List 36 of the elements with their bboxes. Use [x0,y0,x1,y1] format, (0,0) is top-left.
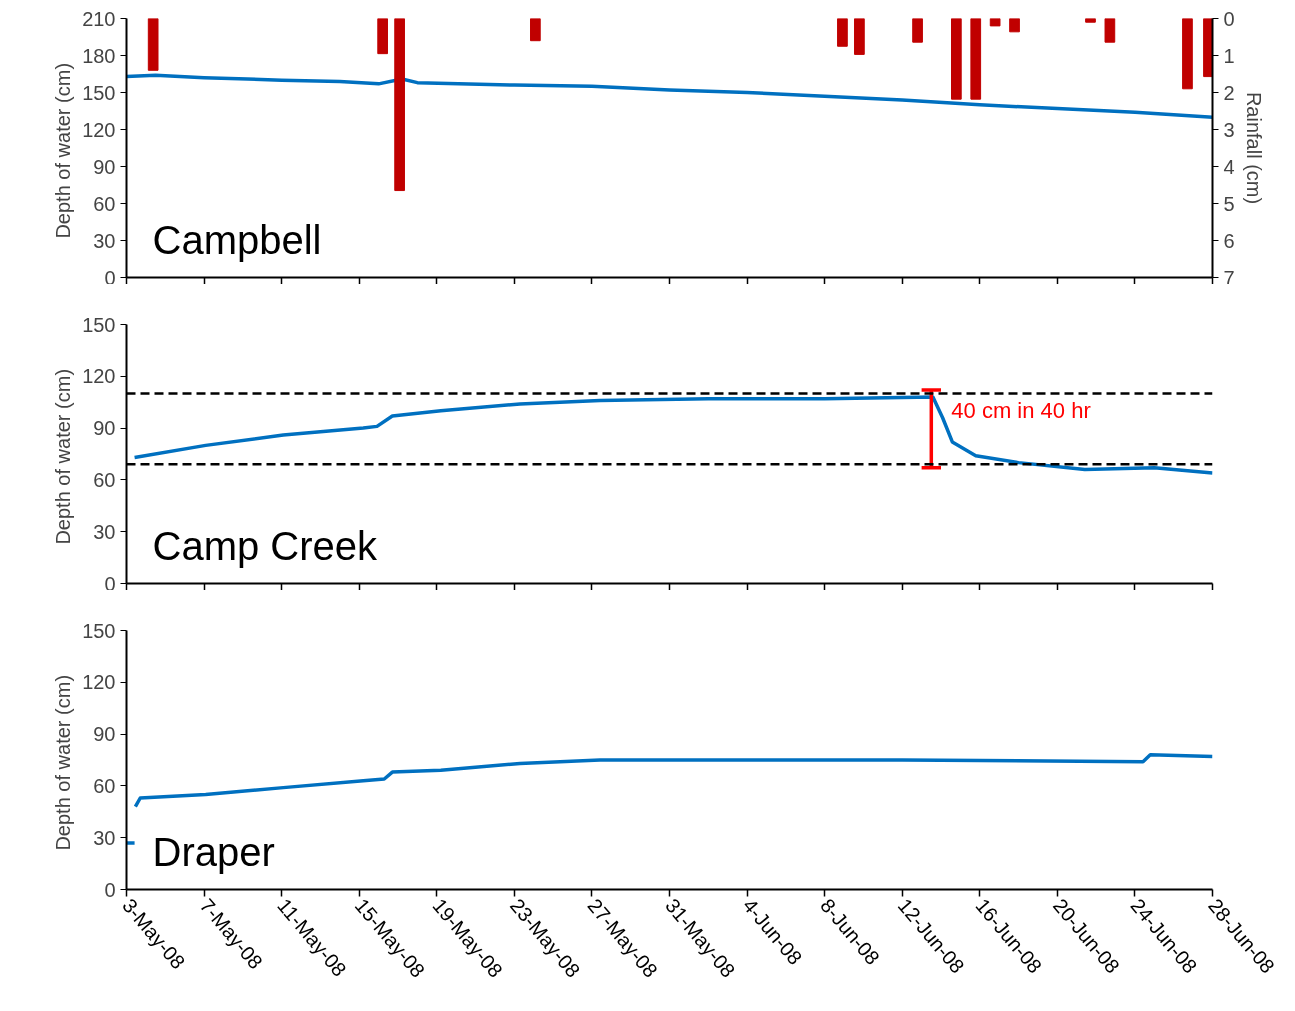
y-tick-label: 120 [82,365,116,388]
y-tick-label: 150 [82,619,116,642]
y-tick-label: 30 [93,520,116,543]
y-tick-label: 30 [93,826,116,849]
y-tick-label: 180 [82,44,116,67]
y-tick-label: 90 [93,417,116,440]
y2-tick-label: 1 [1223,44,1235,67]
text: Campbell [152,217,322,262]
y2-tick-label: 3 [1223,118,1235,141]
y-axis-title: Depth of water (cm) [52,368,75,545]
y-tick-label: 150 [82,313,116,336]
y2-axis-title: Rainfall (cm) [1242,91,1265,205]
y-tick-label: 0 [104,266,116,289]
y-tick-label: 90 [93,723,116,746]
text: Draper [152,829,275,874]
y2-tick-label: 0 [1223,7,1235,30]
y-tick-label: 60 [93,774,116,797]
annotation: 40 cm in 40 hr [951,398,1091,424]
y-tick-label: 0 [104,878,116,901]
y-axis-title: Depth of water (cm) [52,62,75,239]
y2-tick-label: 5 [1223,192,1235,215]
y2-tick-label: 4 [1223,155,1235,178]
y-tick-label: 60 [93,468,116,491]
y-axis-title: Depth of water (cm) [52,674,75,851]
y2-tick-label: 7 [1223,266,1235,289]
y-tick-label: 60 [93,192,116,215]
y-tick-label: 90 [93,155,116,178]
y-tick-label: 120 [82,671,116,694]
y-tick-label: 0 [104,572,116,595]
y2-tick-label: 6 [1223,229,1235,252]
y-tick-label: 150 [82,81,116,104]
y-tick-label: 210 [82,7,116,30]
y-tick-label: 120 [82,118,116,141]
y-tick-label: 30 [93,229,116,252]
text: Camp Creek [152,523,379,568]
y2-tick-label: 2 [1223,81,1235,104]
